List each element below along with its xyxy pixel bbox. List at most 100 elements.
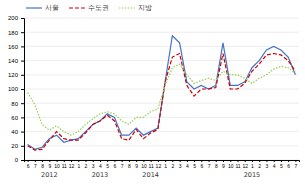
x-tick-label: 9: [222, 163, 225, 169]
x-tick: 9: [48, 160, 51, 169]
year-label: 2014: [142, 171, 159, 179]
grid-line: [24, 89, 299, 90]
x-tick: 12: [242, 160, 248, 169]
y-tick: 140: [8, 58, 24, 64]
legend: 서울수도권지방: [26, 4, 152, 12]
y-tick-mark: [21, 61, 24, 62]
series-line: [28, 36, 296, 150]
x-tick-label: 7: [121, 163, 124, 169]
y-tick: 120: [8, 72, 24, 78]
grid-line: [24, 32, 299, 33]
legend-swatch: [119, 7, 135, 8]
legend-item: 수도권: [69, 4, 109, 12]
x-tick-label: 4: [273, 163, 276, 169]
x-tick: 11: [235, 160, 240, 169]
x-tick: 6: [287, 160, 290, 169]
x-tick-label: 12: [156, 163, 162, 169]
x-tick-label: 11: [149, 163, 154, 169]
x-tick: 8: [41, 160, 44, 169]
x-tick: 7: [208, 160, 211, 169]
x-tick: 1: [164, 160, 167, 169]
x-tick: 12: [156, 160, 162, 169]
legend-label: 수도권: [88, 4, 109, 12]
x-tick-label: 7: [34, 163, 37, 169]
x-tick: 6: [114, 160, 117, 169]
y-tick-label: 160: [8, 44, 19, 50]
x-tick-label: 3: [179, 163, 182, 169]
x-tick-label: 6: [200, 163, 203, 169]
y-tick-mark: [21, 103, 24, 104]
legend-swatch: [69, 7, 85, 8]
x-tick: 5: [193, 160, 196, 169]
grid-line: [24, 46, 299, 47]
x-tick-label: 2: [258, 163, 261, 169]
x-tick: 7: [34, 160, 37, 169]
x-tick: 5: [106, 160, 109, 169]
x-axis: 6789101112123456789101112123456789101112…: [25, 160, 300, 169]
x-tick: 5: [280, 160, 283, 169]
y-tick-label: 40: [11, 129, 18, 135]
x-tick: 10: [54, 160, 60, 169]
x-tick-label: 6: [287, 163, 290, 169]
x-tick: 3: [179, 160, 182, 169]
y-tick: 200: [8, 15, 24, 21]
legend-swatch: [26, 7, 42, 8]
year-label: 2015: [244, 171, 261, 179]
x-tick: 1: [77, 160, 80, 169]
x-tick: 4: [99, 160, 102, 169]
x-tick-label: 4: [186, 163, 189, 169]
y-tick: 80: [11, 101, 24, 107]
y-tick-mark: [21, 75, 24, 76]
x-tick-label: 2: [85, 163, 88, 169]
grid-line: [24, 60, 299, 61]
x-tick-label: 7: [208, 163, 211, 169]
x-tick-label: 10: [54, 163, 60, 169]
y-tick-mark: [21, 18, 24, 19]
x-tick: 7: [294, 160, 297, 169]
y-tick: 40: [11, 129, 24, 135]
y-tick-label: 80: [11, 101, 18, 107]
x-tick: 4: [273, 160, 276, 169]
y-tick-label: 0: [15, 157, 19, 163]
x-tick-label: 8: [128, 163, 131, 169]
x-tick-label: 8: [215, 163, 218, 169]
y-tick-mark: [21, 46, 24, 47]
x-tick-label: 8: [41, 163, 44, 169]
y-tick: 160: [8, 44, 24, 50]
x-tick-label: 5: [193, 163, 196, 169]
x-tick-label: 2: [171, 163, 174, 169]
y-tick-label: 120: [8, 72, 19, 78]
x-tick: 6: [200, 160, 203, 169]
x-tick-label: 6: [27, 163, 30, 169]
x-tick-label: 5: [280, 163, 283, 169]
x-tick-label: 1: [77, 163, 80, 169]
y-tick-mark: [21, 89, 24, 90]
y-tick: 0: [15, 157, 24, 163]
x-tick: 7: [121, 160, 124, 169]
series-line: [28, 64, 296, 135]
x-tick: 6: [27, 160, 30, 169]
x-tick-label: 9: [48, 163, 51, 169]
grid-line: [24, 117, 299, 118]
grid-line: [24, 18, 299, 19]
y-tick-mark: [21, 117, 24, 118]
legend-label: 서울: [45, 4, 59, 12]
x-tick: 2: [258, 160, 261, 169]
grid-line: [24, 145, 299, 146]
x-tick-label: 7: [294, 163, 297, 169]
x-tick: 2: [85, 160, 88, 169]
year-label: 2012: [41, 171, 58, 179]
x-tick-label: 1: [164, 163, 167, 169]
x-tick: 8: [128, 160, 131, 169]
y-tick: 20: [11, 143, 24, 149]
y-axis: 020406080100120140160180200: [8, 15, 25, 163]
plot-area: [28, 36, 296, 150]
series-line: [28, 54, 296, 151]
y-tick-label: 20: [11, 143, 18, 149]
x-tick-label: 5: [106, 163, 109, 169]
x-tick-label: 11: [62, 163, 67, 169]
x-tick-label: 6: [114, 163, 117, 169]
x-tick: 9: [135, 160, 138, 169]
x-tick-label: 12: [69, 163, 75, 169]
x-tick: 4: [186, 160, 189, 169]
